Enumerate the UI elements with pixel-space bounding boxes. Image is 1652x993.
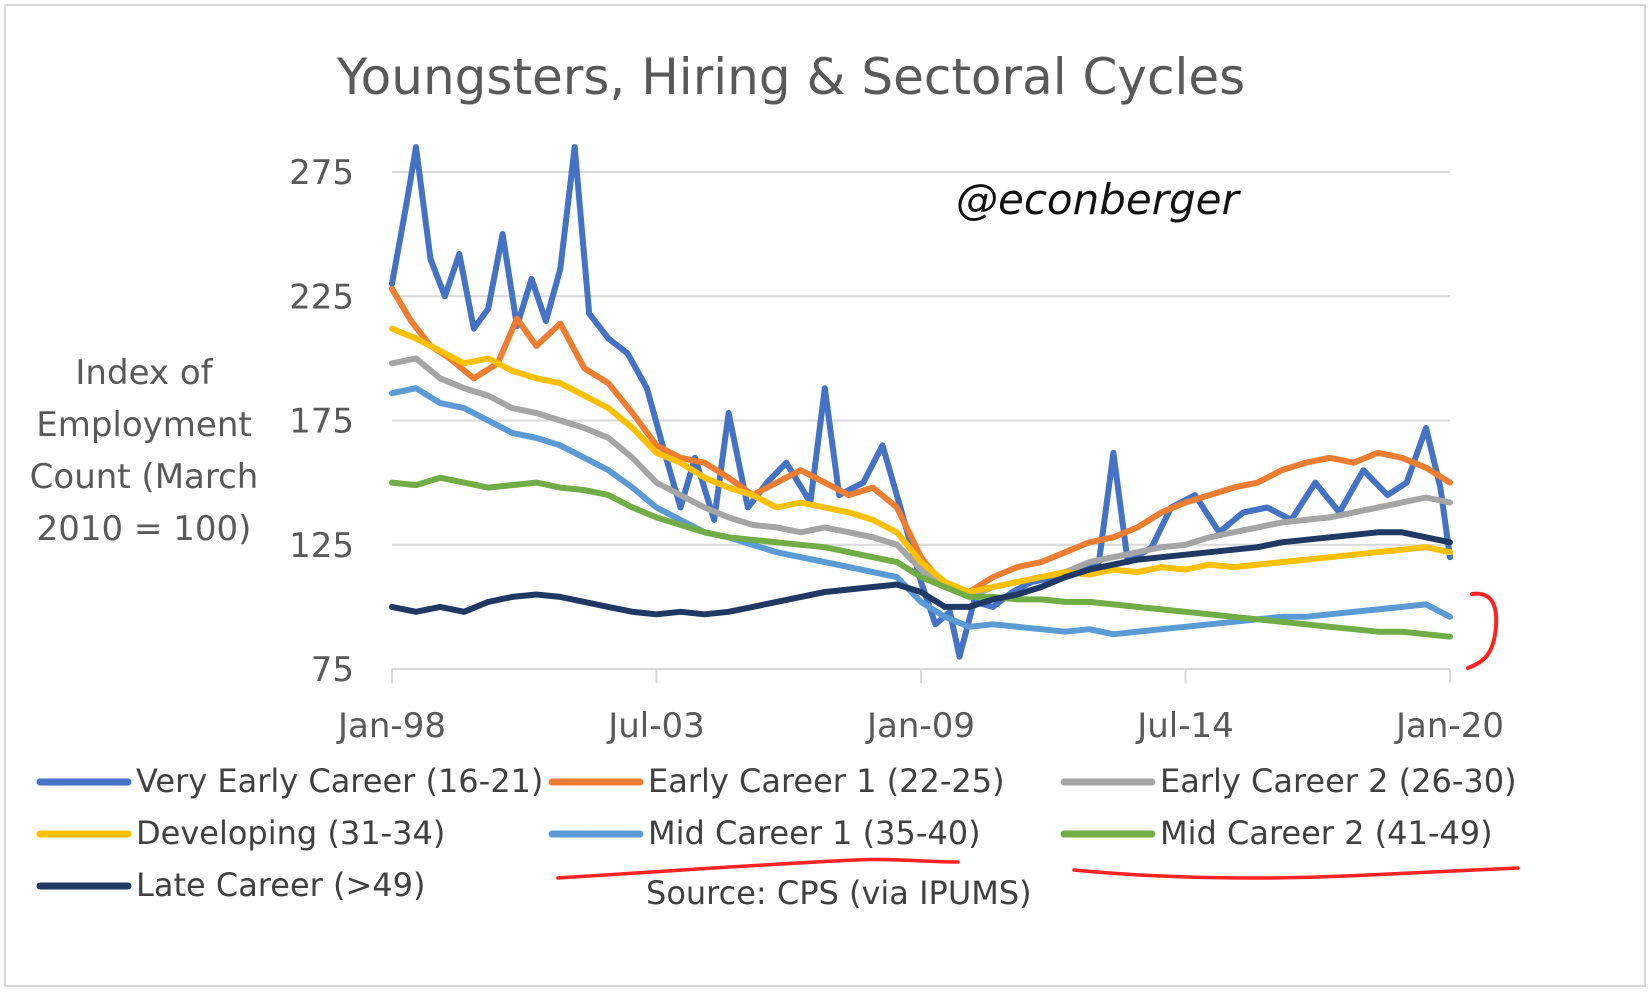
series-line-1 [389, 285, 1453, 595]
legend-label: Early Career 1 (22-25) [648, 762, 1005, 800]
series-line-4 [389, 385, 1453, 638]
legend-label: Very Early Career (16-21) [136, 762, 543, 800]
chart-title: Youngsters, Hiring & Sectoral Cycles [336, 48, 1245, 106]
red-underline-mid-career-2 [1072, 866, 1520, 880]
x-axis-ticks: Jan-98 Jul-03 Jan-09 Jul-14 Jan-20 [336, 669, 1504, 746]
annotations [556, 591, 1520, 880]
y-tick-label: 75 [311, 650, 354, 690]
y-axis-label-line: Count (March [30, 457, 259, 497]
chart-frame: Youngsters, Hiring & Sectoral Cycles 75 1… [4, 4, 1646, 987]
series-lines [389, 144, 1453, 660]
red-underline-mid-career-1 [556, 857, 960, 880]
y-axis-label-line: Index of [75, 353, 213, 393]
x-tick-label: Jul-03 [606, 706, 705, 746]
legend: Very Early Career (16-21) Early Career 1 … [36, 762, 1517, 904]
y-axis-label: Index of Employment Count (March 2010 = 100… [30, 353, 259, 549]
x-tick-label: Jul-14 [1135, 706, 1234, 746]
legend-label: Late Career (>49) [136, 866, 425, 904]
y-tick-label: 225 [289, 277, 354, 317]
legend-label: Mid Career 1 (35-40) [648, 814, 981, 852]
series-line-5 [389, 474, 1453, 640]
y-axis-ticks: 75 125 175 225 275 [289, 153, 354, 690]
series-line-0 [389, 144, 1453, 660]
y-tick-label: 125 [289, 526, 354, 566]
x-tick-label: Jan-98 [336, 706, 446, 746]
series-line-3 [389, 325, 1453, 595]
red-bracket-annotation [1466, 591, 1499, 670]
legend-label: Mid Career 2 (41-49) [1160, 814, 1493, 852]
y-axis-label-line: 2010 = 100) [37, 509, 252, 549]
chart-canvas: Youngsters, Hiring & Sectoral Cycles 75 1… [30, 48, 1520, 912]
source-note: Source: CPS (via IPUMS) [646, 874, 1032, 912]
y-axis-label-line: Employment [36, 405, 251, 445]
y-tick-label: 275 [289, 153, 354, 193]
x-tick-label: Jan-09 [865, 706, 975, 746]
series-line-6 [389, 529, 1453, 618]
y-tick-label: 175 [289, 402, 354, 442]
legend-label: Early Career 2 (26-30) [1160, 762, 1517, 800]
x-tick-label: Jan-20 [1394, 706, 1504, 746]
watermark-handle: @econberger [956, 175, 1242, 224]
series-line-2 [389, 355, 1453, 600]
legend-label: Developing (31-34) [136, 814, 445, 852]
